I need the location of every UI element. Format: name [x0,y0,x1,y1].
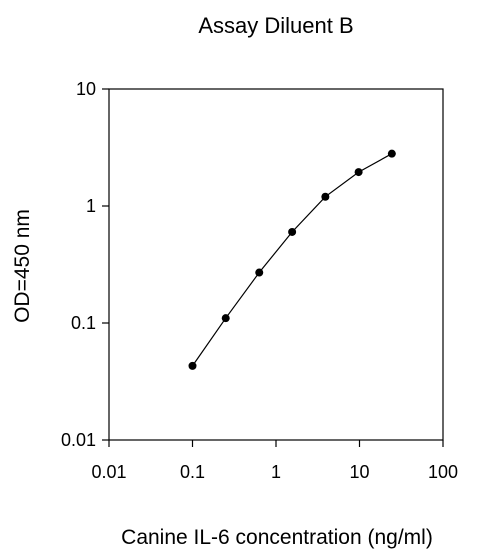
y-tick-label: 1 [86,196,96,216]
x-tick-label: 0.1 [180,462,205,482]
data-point [288,227,297,236]
data-point [255,268,264,277]
x-tick-label: 10 [349,462,369,482]
chart-title: Assay Diluent B [198,13,353,38]
x-tick-label: 100 [428,462,458,482]
data-point [221,314,230,323]
y-tick-label: 10 [76,79,96,99]
y-axis-label: OD=450 nm [11,209,34,323]
x-axis: 0.01 0.1 1 10 100 [91,440,458,482]
y-axis: 0.01 0.1 1 10 [61,79,109,450]
plot-frame [108,88,444,441]
x-axis-label: Canine IL-6 concentration (ng/ml) [121,526,433,549]
data-point [188,361,197,370]
x-tick-label: 1 [271,462,281,482]
series-line [192,153,393,367]
data-point [321,192,330,201]
data-point [387,149,396,158]
data-points [188,149,396,370]
y-tick-label: 0.1 [71,313,96,333]
y-tick-label: 0.01 [61,430,96,450]
data-point [354,168,363,177]
x-tick-label: 0.01 [91,462,126,482]
